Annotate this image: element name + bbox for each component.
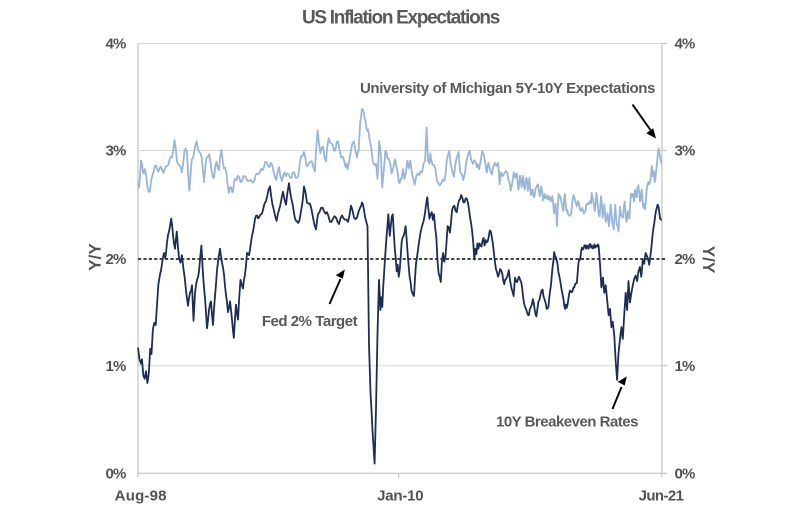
svg-text:US Inflation Expectations: US Inflation Expectations bbox=[302, 7, 500, 28]
svg-text:Y/Y: Y/Y bbox=[86, 243, 105, 271]
svg-text:0%: 0% bbox=[106, 465, 126, 482]
svg-text:2%: 2% bbox=[106, 251, 126, 268]
svg-text:3%: 3% bbox=[675, 143, 695, 160]
svg-text:1%: 1% bbox=[106, 358, 126, 375]
svg-text:Jun-21: Jun-21 bbox=[639, 488, 684, 505]
svg-text:University of Michigan 5Y-10Y: University of Michigan 5Y-10Y Expectatio… bbox=[360, 80, 655, 97]
svg-text:Fed 2% Target: Fed 2% Target bbox=[262, 313, 358, 330]
svg-text:Y/Y: Y/Y bbox=[699, 246, 718, 274]
svg-text:4%: 4% bbox=[675, 36, 695, 53]
svg-text:4%: 4% bbox=[106, 36, 126, 53]
svg-text:Jan-10: Jan-10 bbox=[377, 488, 423, 505]
svg-text:Aug-98: Aug-98 bbox=[115, 488, 167, 505]
svg-text:3%: 3% bbox=[106, 143, 126, 160]
svg-text:2%: 2% bbox=[675, 251, 695, 268]
svg-text:1%: 1% bbox=[675, 358, 695, 375]
svg-text:0%: 0% bbox=[675, 465, 695, 482]
svg-text:10Y Breakeven Rates: 10Y Breakeven Rates bbox=[496, 414, 638, 431]
